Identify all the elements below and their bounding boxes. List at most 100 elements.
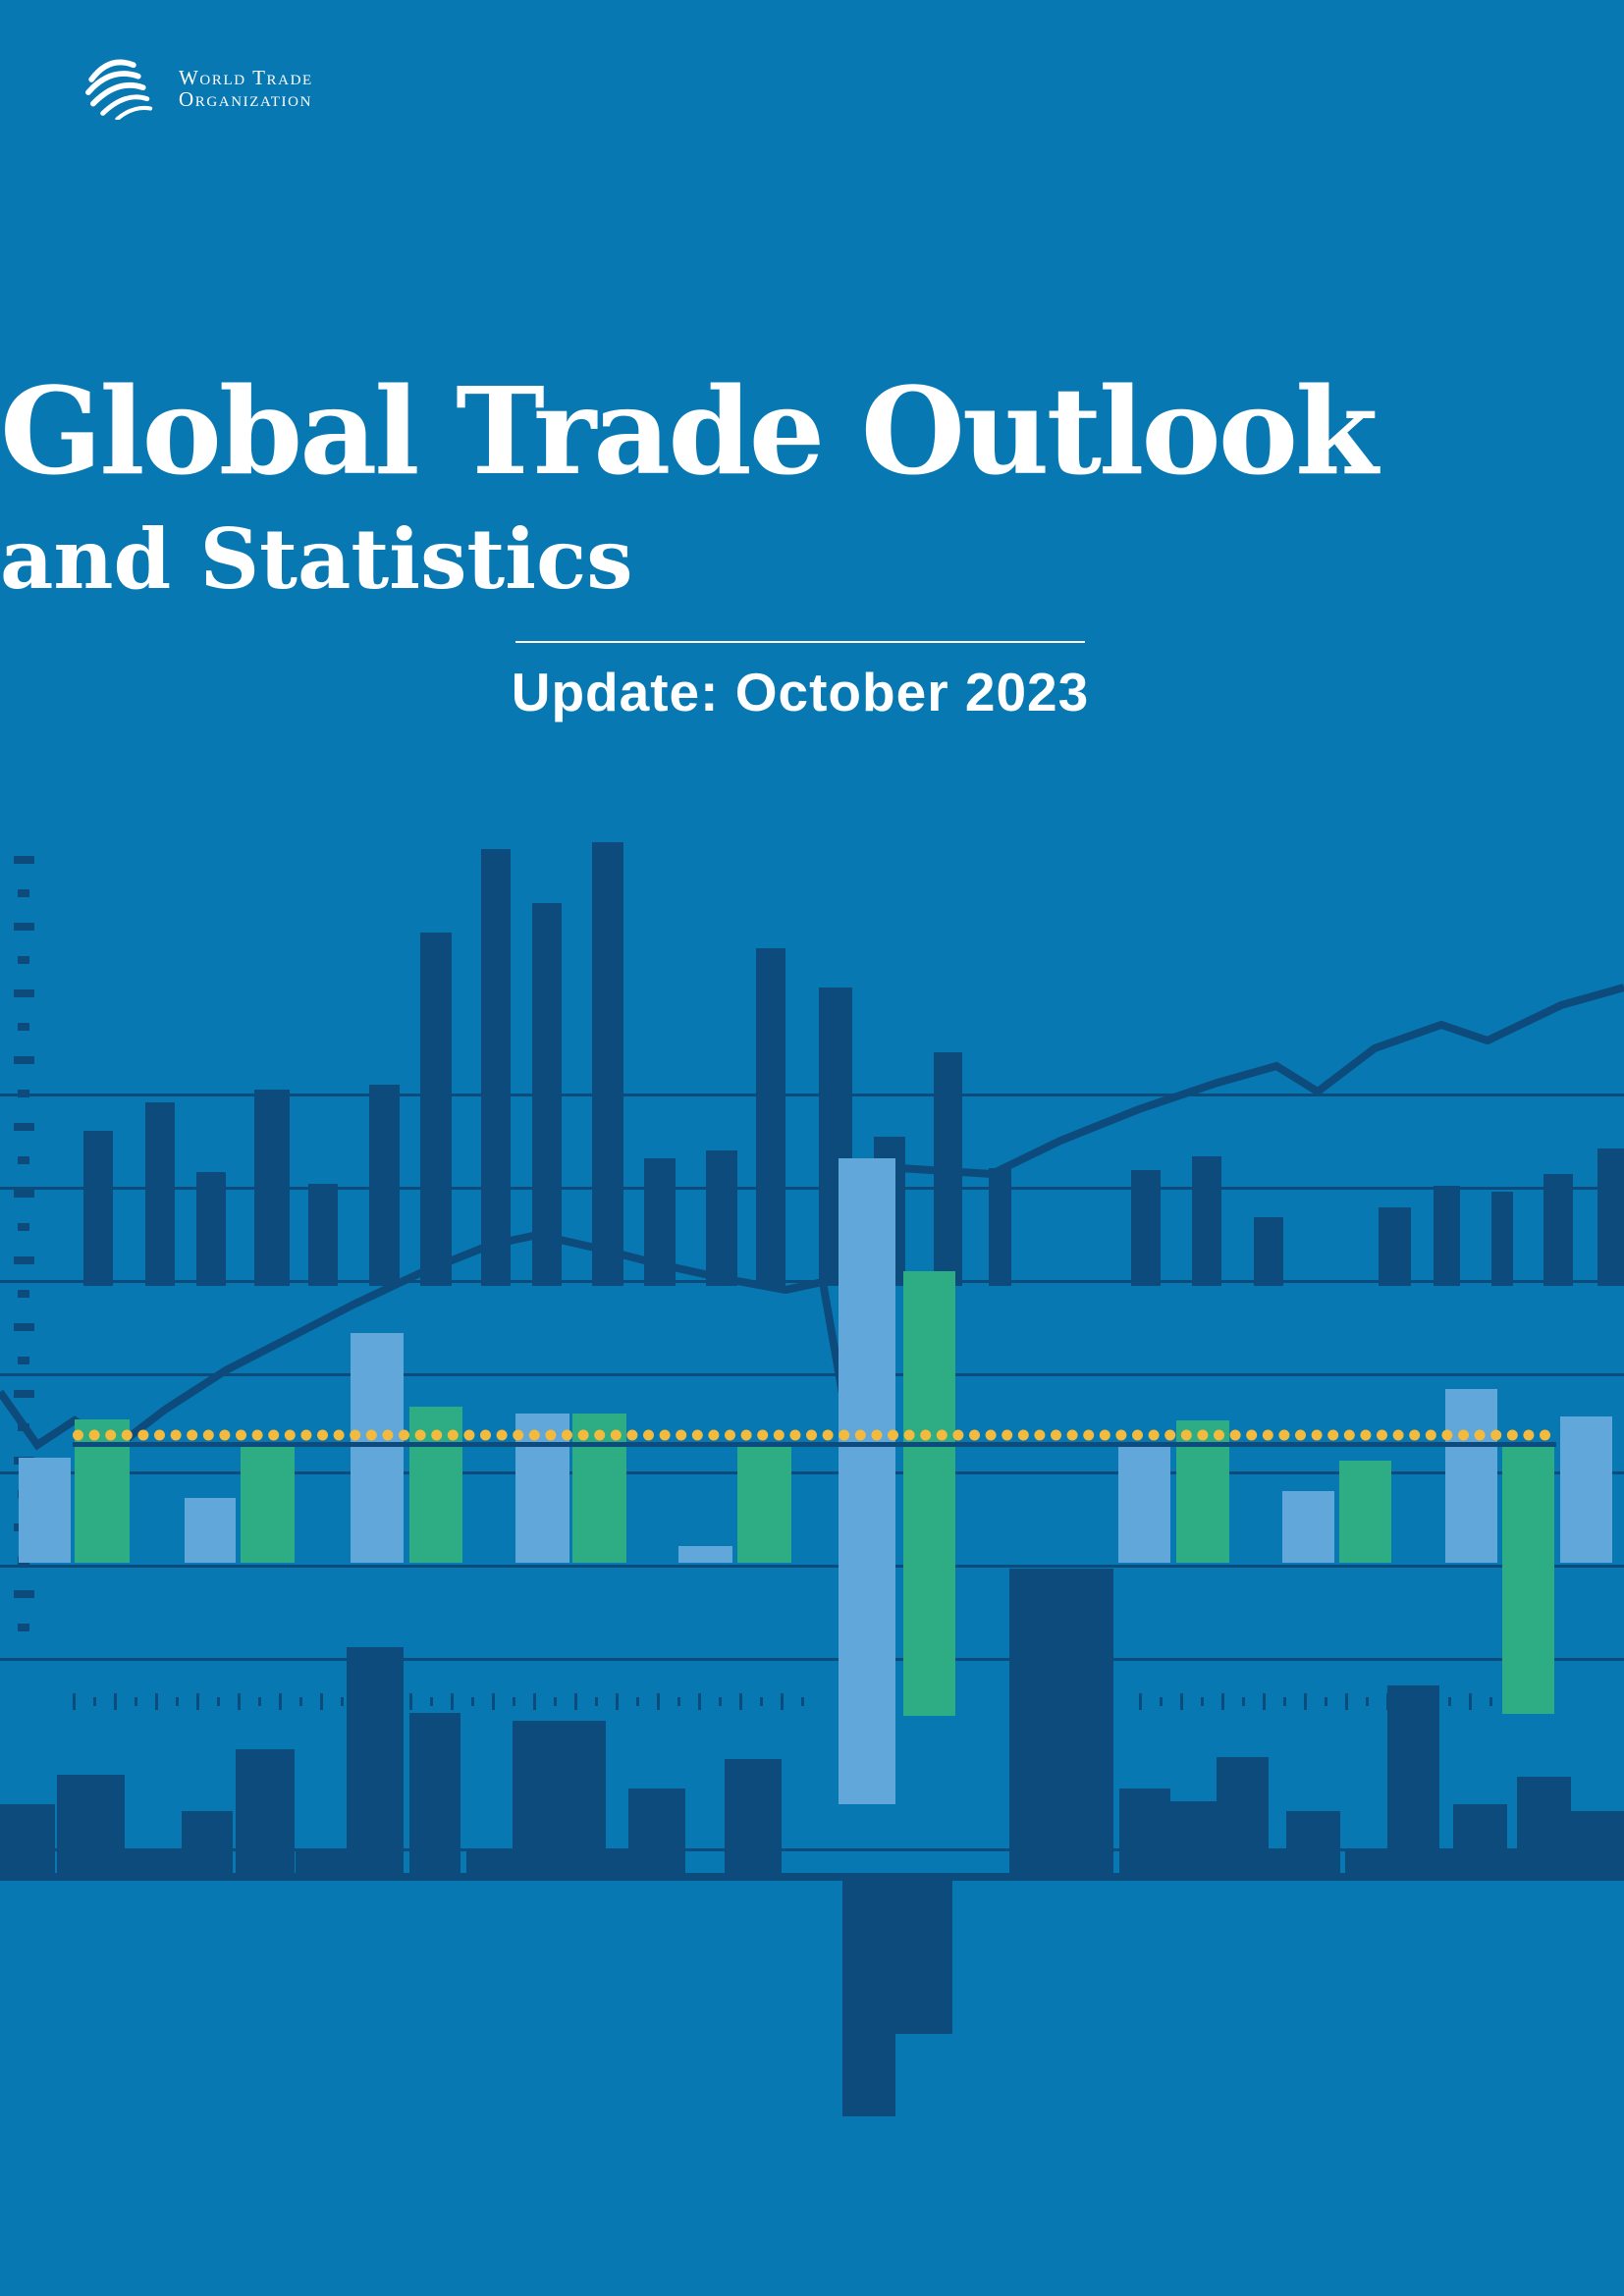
dash-tick — [801, 1697, 804, 1706]
baseline-dot — [1327, 1429, 1339, 1441]
dash-tick — [430, 1697, 433, 1706]
baseline-dot — [1392, 1429, 1404, 1441]
axis-tick — [14, 1390, 34, 1398]
baseline-dot — [1246, 1429, 1258, 1441]
gridline — [0, 1848, 1624, 1851]
baseline-dot — [414, 1429, 426, 1441]
baseline-dot — [137, 1429, 149, 1441]
baseline-dot — [985, 1429, 997, 1441]
dash-tick — [196, 1693, 199, 1710]
top-histogram-bar — [308, 1184, 338, 1286]
baseline-dot — [202, 1429, 214, 1441]
import-volume-bar — [1502, 1444, 1554, 1714]
import-volume-bar — [241, 1445, 295, 1563]
dash-tick — [636, 1697, 639, 1706]
baseline-dot — [1360, 1429, 1372, 1441]
dash-tick — [781, 1693, 784, 1710]
dash-tick — [320, 1693, 323, 1710]
dash-tick — [554, 1697, 557, 1706]
bottom-histogram-filler — [296, 1848, 347, 1873]
wto-logo-text-line1: World Trade — [179, 65, 313, 89]
dash-tick — [1469, 1693, 1472, 1710]
baseline-dot — [1262, 1429, 1273, 1441]
dash-tick — [739, 1693, 742, 1710]
title-divider — [515, 641, 1085, 643]
gridline — [0, 1471, 1624, 1474]
dash-tick — [409, 1693, 412, 1710]
top-histogram-bar — [1192, 1156, 1221, 1286]
baseline-dot — [1132, 1429, 1143, 1441]
bottom-histogram-filler — [1439, 1848, 1453, 1873]
dash-tick — [1283, 1697, 1286, 1706]
baseline-dot — [1099, 1429, 1110, 1441]
baseline-dot — [105, 1429, 117, 1441]
baseline-dot — [708, 1429, 720, 1441]
baseline-dot — [871, 1429, 883, 1441]
axis-tick — [18, 1156, 29, 1164]
bottom-histogram-bar — [1517, 1777, 1571, 1873]
baseline-dot — [1540, 1429, 1550, 1441]
import-volume-bar — [1339, 1461, 1391, 1563]
dash-tick — [1345, 1693, 1348, 1710]
dash-tick — [1160, 1697, 1163, 1706]
dash-tick — [299, 1697, 302, 1706]
dash-tick — [1221, 1693, 1224, 1710]
baseline-dot — [365, 1429, 377, 1441]
bottom-histogram-bar — [1286, 1811, 1340, 1873]
import-volume-bar — [903, 1271, 955, 1716]
baseline-dot — [854, 1429, 866, 1441]
dash-tick — [616, 1693, 619, 1710]
export-volume-bar — [678, 1546, 732, 1563]
bottom-histogram-bar — [513, 1721, 606, 1873]
baseline-dot — [236, 1429, 246, 1441]
top-histogram-bar — [254, 1090, 290, 1286]
baseline-dot — [839, 1429, 850, 1441]
axis-tick — [14, 1123, 34, 1131]
dash-tick — [93, 1697, 96, 1706]
axis-tick — [18, 889, 29, 897]
baseline-dot — [73, 1429, 83, 1441]
baseline-dot — [1164, 1429, 1176, 1441]
page-title: Global Trade Outlook — [0, 360, 1379, 502]
top-histogram-bar — [592, 842, 623, 1286]
baseline-dot — [1425, 1429, 1436, 1441]
baseline-dot — [317, 1429, 328, 1441]
baseline-dot — [1377, 1429, 1387, 1441]
axis-tick — [14, 1056, 34, 1064]
axis-tick — [14, 1256, 34, 1264]
dash-tick — [217, 1697, 220, 1706]
axis-tick — [18, 1357, 29, 1364]
baseline-dot — [1214, 1429, 1224, 1441]
baseline-dot — [1523, 1429, 1535, 1441]
dash-tick — [135, 1697, 137, 1706]
baseline-dot — [888, 1429, 898, 1441]
export-volume-bar — [1282, 1491, 1334, 1563]
dash-tick — [677, 1697, 680, 1706]
baseline-dot — [300, 1429, 312, 1441]
baseline-dot — [1343, 1429, 1355, 1441]
top-histogram-bar — [481, 849, 511, 1286]
baseline-dot — [1278, 1429, 1290, 1441]
trend-line — [0, 984, 1624, 1518]
dash-tick — [657, 1693, 660, 1710]
bottom-histogram-bar — [1119, 1789, 1170, 1873]
dash-tick — [155, 1693, 158, 1710]
baseline-dot — [1474, 1429, 1486, 1441]
top-histogram-bar — [756, 948, 785, 1286]
top-histogram-bar — [1597, 1148, 1624, 1286]
baseline-dot — [1490, 1429, 1502, 1441]
top-histogram-bar — [145, 1102, 175, 1286]
bottom-histogram-filler — [1345, 1848, 1387, 1873]
gridline — [0, 1565, 1624, 1568]
top-histogram-bar — [1131, 1170, 1161, 1286]
axis-tick — [18, 1090, 29, 1097]
import-volume-bar — [1176, 1420, 1229, 1563]
dash-tick — [1304, 1693, 1307, 1710]
bottom-histogram-bar — [1571, 1811, 1624, 1873]
axis-tick — [18, 1223, 29, 1231]
dash-tick — [1489, 1697, 1492, 1706]
gridline — [0, 1373, 1624, 1376]
dash-tick — [595, 1697, 598, 1706]
top-histogram-bar — [1379, 1207, 1411, 1286]
